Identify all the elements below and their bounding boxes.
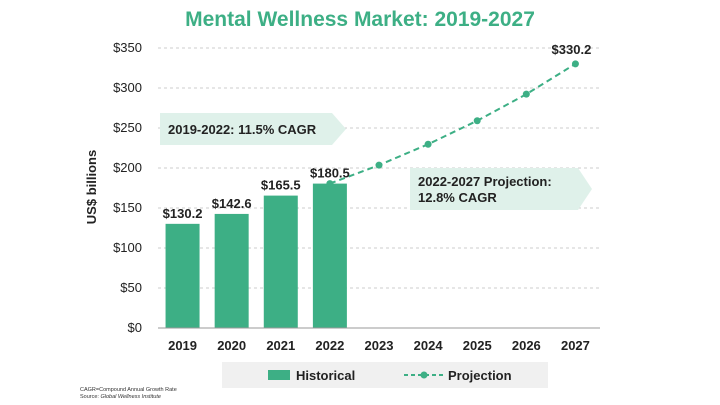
y-tick-label: $0 xyxy=(128,320,142,335)
historical-bars xyxy=(165,183,347,328)
y-tick-label: $350 xyxy=(113,40,142,55)
projection-line xyxy=(326,60,579,188)
bar-value-label: $180.5 xyxy=(310,166,350,181)
projection-value-label: $330.2 xyxy=(552,42,592,57)
cagr-banner-arrow xyxy=(410,168,592,210)
data-labels: $130.2 $142.6 $165.5 $180.5 $330.2 xyxy=(163,42,592,221)
projection-line-path xyxy=(329,62,576,185)
y-axis-label: US$ billions xyxy=(84,150,99,224)
x-tick-label: 2021 xyxy=(266,338,295,353)
projection-point xyxy=(571,60,579,68)
legend-label-historical: Historical xyxy=(296,368,355,383)
projection-point xyxy=(473,117,481,125)
source-footnote: Source: Global Wellness Institute xyxy=(80,394,161,400)
y-tick-label: $200 xyxy=(113,160,142,175)
source-label: Source: xyxy=(80,394,99,400)
historical-bar xyxy=(165,223,200,328)
cagr-banner-text: 12.8% CAGR xyxy=(418,190,497,205)
x-tick-label: 2027 xyxy=(561,338,590,353)
legend-swatch-projection-marker xyxy=(420,371,428,379)
projection-point xyxy=(522,90,530,98)
cagr-banner-text: 2022-2027 Projection: xyxy=(418,174,552,189)
bar-value-label: $165.5 xyxy=(261,178,301,193)
projection-point xyxy=(424,140,432,148)
x-tick-label: 2024 xyxy=(414,338,444,353)
x-tick-label: 2022 xyxy=(315,338,344,353)
cagr-banner-text: 2019-2022: 11.5% CAGR xyxy=(168,122,317,137)
x-tick-label: 2023 xyxy=(365,338,394,353)
projection-point xyxy=(375,161,383,169)
chart-title: Mental Wellness Market: 2019-2027 xyxy=(185,8,535,31)
legend-swatch-historical xyxy=(268,370,290,380)
historical-bar xyxy=(214,213,249,328)
x-tick-label: 2025 xyxy=(463,338,492,353)
y-tick-label: $50 xyxy=(120,280,142,295)
x-tick-label: 2020 xyxy=(217,338,246,353)
y-tick-label: $100 xyxy=(113,240,142,255)
x-axis-ticks: 2019 2020 2021 2022 2023 2024 2025 2026 2027 xyxy=(168,338,590,353)
y-axis-ticks: $0 $50 $100 $150 $200 $250 $300 $350 xyxy=(113,40,142,335)
historical-bar xyxy=(312,183,347,328)
x-tick-label: 2026 xyxy=(512,338,541,353)
bar-value-label: $142.6 xyxy=(212,196,252,211)
legend-label-projection: Projection xyxy=(448,368,512,383)
projection-point xyxy=(326,180,334,188)
historical-bar xyxy=(263,195,298,328)
y-tick-label: $250 xyxy=(113,120,142,135)
cagr-footnote: CAGR=Compound Annual Growth Rate xyxy=(80,387,177,393)
bar-value-label: $130.2 xyxy=(163,206,203,221)
y-tick-label: $150 xyxy=(113,200,142,215)
source-name: Global Wellness Institute xyxy=(100,394,161,400)
x-tick-label: 2019 xyxy=(168,338,197,353)
cagr-banner-arrow xyxy=(160,113,346,145)
cagr-banners: 2019-2022: 11.5% CAGR 2022-2027 Projectio… xyxy=(160,113,592,210)
legend: Historical Projection xyxy=(222,362,548,388)
y-tick-label: $300 xyxy=(113,80,142,95)
